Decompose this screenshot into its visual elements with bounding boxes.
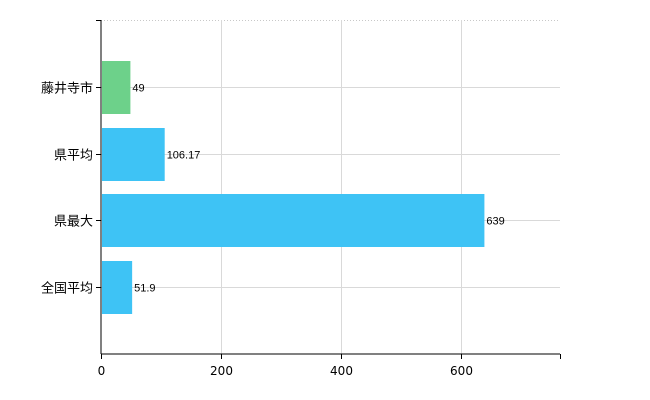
y-category-label: 県最大 [54, 215, 93, 230]
bar-value-label: 51.9 [134, 283, 155, 295]
bars [102, 61, 485, 314]
y-category-label: 全国平均 [41, 281, 93, 297]
x-tick-label: 400 [330, 364, 353, 378]
y-category-label: 藤井寺市 [41, 81, 93, 97]
bar-value-label: 106.17 [167, 150, 201, 162]
labels: 0 200 400 600 藤井寺市 49 県平均 106.17 県最大 639 全国平均 51.9 [41, 81, 505, 379]
grid-lines [101, 20, 560, 354]
bar-value-label: 639 [486, 216, 504, 228]
bar [102, 261, 133, 314]
axes [96, 20, 561, 359]
x-tick-label: 200 [210, 364, 233, 378]
bar [102, 61, 131, 114]
bar [102, 128, 165, 181]
bar-value-label: 49 [132, 83, 144, 95]
bar [102, 194, 485, 247]
x-tick-label: 0 [98, 364, 106, 378]
y-category-label: 県平均 [54, 149, 93, 164]
x-tick-label: 600 [450, 364, 473, 378]
